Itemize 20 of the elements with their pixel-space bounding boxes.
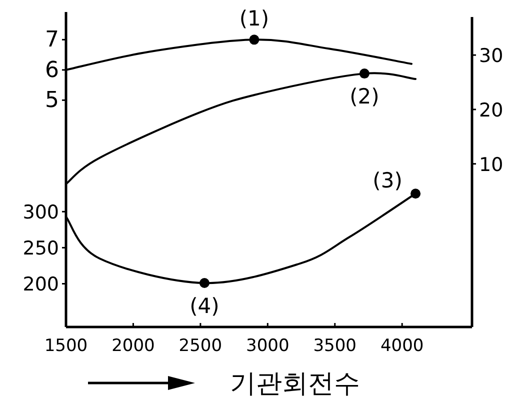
x-tick-label: 2000 xyxy=(112,336,155,356)
y2-tick-label: 30 xyxy=(479,45,504,68)
y3-tick-label: 250 xyxy=(22,238,59,260)
y3-tick-label: 200 xyxy=(22,274,59,296)
annotation: (3) xyxy=(372,168,402,193)
x-tick-label: 3500 xyxy=(313,336,357,356)
y2-tick-label: 10 xyxy=(479,154,504,176)
x-tick-label: 1500 xyxy=(44,336,88,356)
y-tick-label: 6 xyxy=(45,58,59,83)
x-tick-label: 3000 xyxy=(246,336,290,356)
x-axis-title: 기관회전수 xyxy=(230,369,360,399)
x-tick-label: 4000 xyxy=(380,336,424,356)
y-tick-label: 7 xyxy=(45,28,59,53)
x-tick-label: 2500 xyxy=(178,336,222,356)
annotation: (4) xyxy=(190,294,220,318)
annotation: (2) xyxy=(350,84,380,109)
y2-tick-label: 20 xyxy=(479,99,504,122)
annotation: (1) xyxy=(239,6,270,31)
y-tick-label: 5 xyxy=(45,88,59,114)
y3-tick-label: 300 xyxy=(22,202,59,224)
